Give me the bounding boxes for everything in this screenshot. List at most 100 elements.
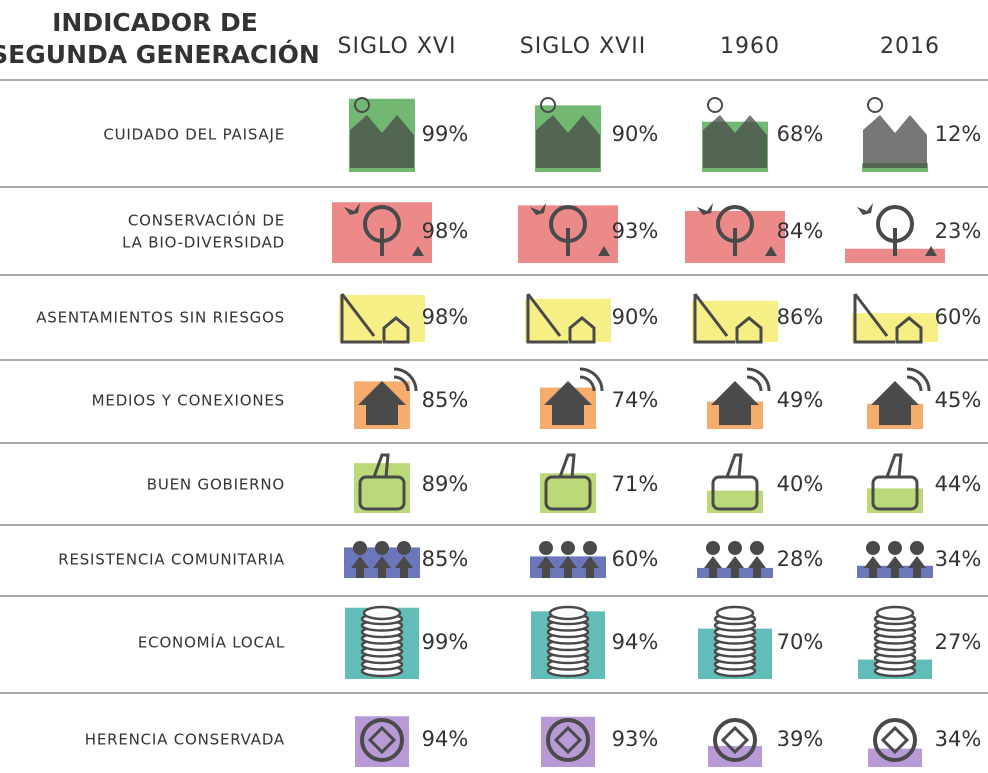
icon (583, 541, 597, 555)
icon (382, 316, 410, 344)
icon (393, 367, 418, 392)
icon (358, 475, 406, 511)
icon (395, 556, 413, 578)
icon (707, 97, 723, 113)
value-label: 60% (935, 305, 982, 329)
cell: 93% (541, 716, 659, 767)
icon (857, 203, 873, 215)
icon (853, 293, 889, 337)
value-label: 44% (935, 472, 982, 496)
value-label: 93% (612, 727, 659, 751)
icon (340, 293, 376, 337)
fill-bar (339, 294, 425, 342)
icon (867, 97, 883, 113)
icon (873, 718, 917, 762)
icon (853, 294, 895, 344)
value-label: 70% (777, 630, 824, 654)
value-label: 39% (777, 727, 824, 751)
cell: 94% (355, 716, 468, 767)
icon (875, 605, 915, 621)
cell: 60% (852, 293, 982, 344)
icon (360, 718, 404, 762)
icon (711, 475, 759, 511)
value-label: 86% (777, 305, 824, 329)
icon (711, 381, 759, 425)
row-label: MEDIOS Y CONEXIONES (92, 392, 285, 410)
value-label: 34% (935, 547, 982, 571)
row-label: ASENTAMIENTOS SIN RIESGOS (36, 309, 285, 327)
row-label: LA BIO-DIVERSIDAD (122, 234, 285, 252)
icon (553, 725, 583, 755)
cell: 93% (518, 203, 658, 263)
cell: 45% (867, 367, 981, 429)
value-label: 94% (612, 630, 659, 654)
cell: 85% (354, 367, 468, 429)
icon (362, 605, 402, 621)
icon (888, 541, 902, 555)
icon (864, 556, 882, 578)
cell: 71% (540, 453, 658, 513)
icon (561, 541, 575, 555)
icon (871, 381, 919, 425)
icon (579, 367, 604, 392)
cell: 90% (535, 97, 659, 172)
cell: 68% (702, 97, 824, 172)
cell: 12% (862, 97, 982, 172)
fill-bar (540, 473, 596, 513)
value-label: 27% (935, 630, 982, 654)
cell: 99% (345, 605, 468, 679)
value-label: 98% (422, 219, 469, 243)
icon (925, 246, 937, 256)
value-label: 89% (422, 472, 469, 496)
value-label: 34% (935, 727, 982, 751)
column-header: 1960 (720, 34, 780, 59)
fill-bar (708, 745, 762, 767)
value-label: 99% (422, 122, 469, 146)
icon (530, 203, 546, 215)
cell: 40% (707, 453, 824, 513)
icon (536, 115, 600, 168)
value-label: 49% (777, 388, 824, 412)
icon (746, 367, 771, 392)
value-label: 74% (612, 388, 659, 412)
icon (539, 541, 553, 555)
value-label: 98% (422, 305, 469, 329)
row-label: CONSERVACIÓN DE (128, 211, 285, 230)
icon (598, 246, 610, 256)
row-label: RESISTENCIA COMUNITARIA (58, 551, 285, 569)
value-label: 85% (422, 547, 469, 571)
fill-bar (525, 298, 611, 342)
icon (704, 556, 722, 578)
icon (726, 556, 744, 578)
cell: 34% (868, 718, 982, 767)
cell: 86% (692, 293, 824, 344)
icon (559, 556, 577, 578)
row-label: HERENCIA CONSERVADA (85, 731, 285, 749)
icon (367, 725, 397, 755)
value-label: 28% (777, 547, 824, 571)
icon (735, 316, 763, 344)
icon (537, 556, 555, 578)
icon (340, 294, 382, 344)
icon (885, 453, 903, 478)
icon (581, 556, 599, 578)
header-title: INDICADOR DE (52, 8, 258, 37)
value-label: 68% (777, 122, 824, 146)
icon (526, 294, 568, 344)
icon (715, 605, 755, 621)
value-label: 40% (777, 472, 824, 496)
icon (880, 725, 910, 755)
icon (895, 316, 923, 344)
value-label: 12% (935, 122, 982, 146)
icon (544, 475, 592, 511)
cell: 99% (349, 97, 469, 172)
value-label: 93% (612, 219, 659, 243)
cell: 39% (708, 718, 824, 767)
icon (750, 541, 764, 555)
cell: 90% (525, 293, 658, 344)
value-label: 90% (612, 122, 659, 146)
icon (568, 316, 596, 344)
cell: 70% (698, 605, 824, 679)
value-label: 94% (422, 727, 469, 751)
column-header: SIGLO XVII (520, 34, 646, 59)
